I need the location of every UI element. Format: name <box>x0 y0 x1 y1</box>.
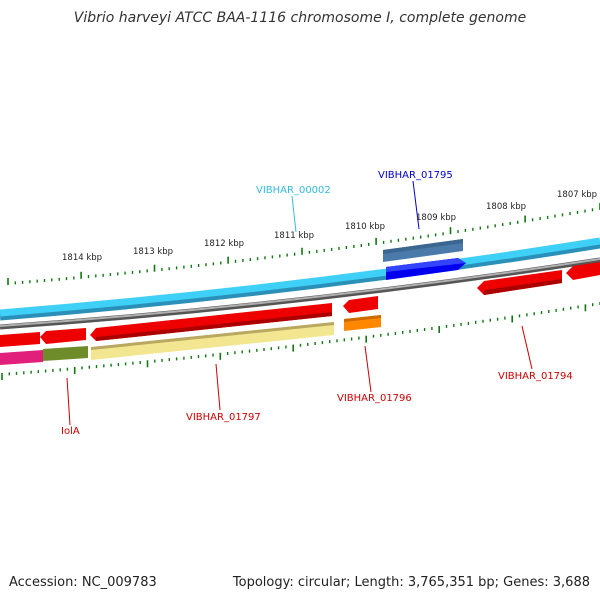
gene-vibhar-01795-highlight <box>386 258 466 272</box>
gene-long-red-shade <box>96 312 332 341</box>
gene-left-red-feature[interactable] <box>40 328 86 344</box>
outer-tick-row <box>7 203 600 285</box>
tick-label-1813: 1813 kbp <box>133 247 173 257</box>
inner-tick-row <box>1 302 600 380</box>
tick-labels: 1814 kbp 1813 kbp 1812 kbp 1811 kbp 1810… <box>62 190 597 263</box>
forward-strand-features <box>383 239 466 280</box>
gene-label-vibhar-01797[interactable]: VIBHAR_01797 <box>186 412 261 423</box>
gene-vibhar-01794-shade <box>484 279 562 295</box>
gene-label-vibhar-01795[interactable]: VIBHAR_01795 <box>378 170 453 181</box>
gene-vibhar-01797-feature[interactable] <box>91 322 334 360</box>
tick-label-1812: 1812 kbp <box>204 239 244 249</box>
tick-label-1809: 1809 kbp <box>416 213 456 223</box>
callout-vibhar-01795-line <box>412 180 420 230</box>
tick-label-1808: 1808 kbp <box>486 202 526 212</box>
backbone-tracks <box>0 237 600 330</box>
gene-steel-highlight <box>383 239 463 254</box>
tick-label-1807: 1807 kbp <box>557 190 597 200</box>
gene-vibhar-01796-top <box>344 315 381 322</box>
gene-label-vibhar-01794[interactable]: VIBHAR_01794 <box>498 371 573 382</box>
genome-summary-text: Topology: circular; Length: 3,765,351 bp… <box>232 575 590 590</box>
backbone-line <box>0 258 600 327</box>
cyan-track <box>0 237 600 317</box>
gene-vibhar-01797-top <box>91 322 334 350</box>
gene-label-vibhar-00002[interactable]: VIBHAR_00002 <box>256 185 331 196</box>
gene-labels: VIBHAR_00002 VIBHAR_01795 VIBHAR_01794 V… <box>61 170 573 437</box>
gene-iola-feature[interactable] <box>43 346 88 361</box>
callout-lines <box>66 180 533 426</box>
gene-far-left-red-feature[interactable] <box>0 332 40 347</box>
callout-vibhar-00002-line <box>291 195 297 233</box>
callout-vibhar-01794-line <box>521 325 533 370</box>
gene-right-edge-feature[interactable] <box>566 262 600 280</box>
accession-text: Accession: NC_009783 <box>9 575 157 590</box>
callout-vibhar-01796-line <box>364 345 372 393</box>
gene-magenta-feature[interactable] <box>0 350 43 365</box>
gene-label-vibhar-01796[interactable]: VIBHAR_01796 <box>337 393 412 404</box>
callout-iola-line <box>66 377 71 426</box>
callout-vibhar-01797-line <box>215 363 221 411</box>
tick-label-1811: 1811 kbp <box>274 231 314 241</box>
tick-label-1810: 1810 kbp <box>345 222 385 232</box>
map-title: Vibrio harveyi ATCC BAA-1116 chromosome … <box>73 10 527 26</box>
gene-small-red-feature[interactable] <box>343 296 378 313</box>
tick-label-1814: 1814 kbp <box>62 253 102 263</box>
reverse-strand-features <box>0 262 600 365</box>
gene-label-iola[interactable]: IolA <box>61 426 80 437</box>
